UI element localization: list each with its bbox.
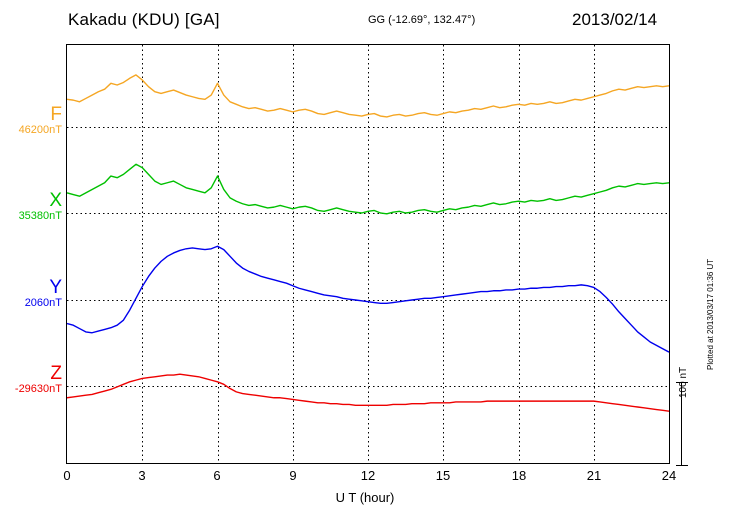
component-letter-x: X [49, 190, 62, 211]
scale-bar-label: 100 nT [678, 366, 689, 398]
chart-svg [67, 45, 669, 463]
xtick-6: 6 [213, 468, 221, 483]
component-label-x: X 35380nT [2, 191, 62, 223]
component-value-f: 46200nT [18, 124, 62, 136]
xtick-12: 12 [360, 468, 376, 483]
station-title: Kakadu (KDU) [GA] [68, 10, 220, 29]
component-letter-y: Y [49, 277, 62, 298]
component-value-x: 35380nT [18, 210, 62, 222]
component-letter-z: Z [50, 363, 62, 384]
scale-bar-tick-bottom [676, 465, 688, 466]
scale-bar [676, 382, 688, 466]
xtick-0: 0 [63, 468, 71, 483]
scale-bar-line [681, 382, 682, 466]
series-x [67, 163, 669, 215]
series-y [67, 245, 669, 353]
trace-x [67, 163, 669, 215]
xtick-21: 21 [586, 468, 602, 483]
xtick-3: 3 [138, 468, 146, 483]
xtick-24: 24 [661, 468, 677, 483]
scale-bar-tick-top [676, 382, 688, 383]
series-z [67, 373, 669, 412]
component-label-f: F 46200nT [2, 105, 62, 137]
trace-z [67, 373, 669, 412]
series-f [67, 74, 669, 128]
xtick-18: 18 [511, 468, 527, 483]
component-letter-f: F [50, 104, 62, 125]
geographic-coordinates: GG (-12.69°, 132.47°) [368, 14, 476, 26]
x-axis-label: U T (hour) [335, 490, 395, 505]
trace-y [67, 245, 669, 353]
xtick-9: 9 [289, 468, 297, 483]
trace-f [67, 74, 669, 118]
magnetogram-plot [66, 44, 670, 464]
component-value-z: -29630nT [14, 383, 62, 395]
plotted-timestamp: Plotted at 2013/03/17 01:36 UT [706, 258, 715, 370]
component-value-y: 2060nT [24, 297, 62, 309]
observation-date: 2013/02/14 [572, 10, 658, 29]
component-label-y: Y 2060nT [2, 278, 62, 310]
component-label-z: Z -29630nT [2, 364, 62, 396]
xtick-15: 15 [435, 468, 451, 483]
